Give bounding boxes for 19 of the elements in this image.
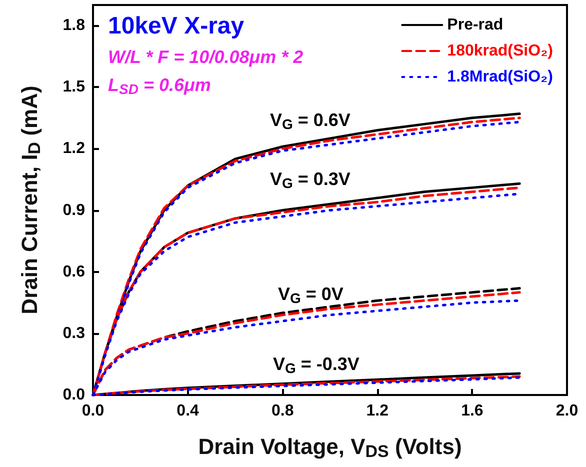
y-tick-label: 0.6 [62, 263, 86, 280]
legend-label: Pre-rad [447, 16, 504, 34]
y-tick-label: 1.2 [62, 140, 86, 158]
x-tick-label: 0.4 [176, 402, 200, 420]
y-axis-title: Drain Current, ID (mA) [17, 86, 44, 314]
y-tick-label: 0.0 [62, 386, 86, 404]
x-tick-label: 0.0 [82, 402, 104, 420]
y-tick-label: 0.9 [62, 202, 86, 219]
annotation: 10keV X-ray [108, 12, 245, 40]
x-tick-label: 2.0 [556, 402, 578, 420]
annotation: W/L * F = 10/0.08μm * 2 [108, 47, 304, 67]
y-tick-label: 1.5 [62, 78, 86, 96]
x-tick-label: 0.8 [271, 402, 294, 420]
x-tick-label: 1.2 [366, 402, 389, 420]
y-tick-label: 1.8 [62, 17, 86, 34]
legend-label: 1.8Mrad(SiO₂) [447, 68, 553, 86]
x-tick-label: 1.6 [461, 402, 484, 420]
legend-label: 180krad(SiO₂) [447, 42, 554, 60]
y-tick-label: 0.3 [62, 324, 86, 342]
